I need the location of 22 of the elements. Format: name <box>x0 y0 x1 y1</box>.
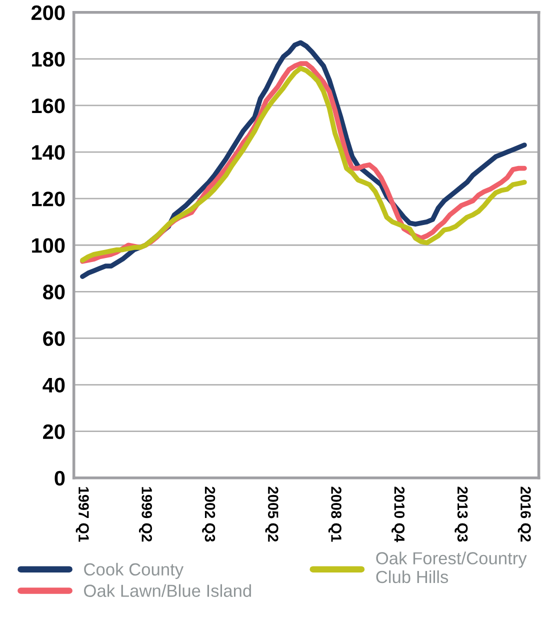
y-tick-label: 0 <box>54 470 65 486</box>
legend-label: Oak Forest/Country Club Hills <box>376 552 527 584</box>
y-tick-label: 80 <box>43 284 65 300</box>
x-tick-label: 1999 Q2 <box>138 487 152 542</box>
legend-label: Cook County <box>84 562 184 580</box>
x-tick-label: 2005 Q2 <box>265 486 278 542</box>
y-tick-label: 60 <box>43 331 65 346</box>
y-tick-label: 200 <box>31 5 65 20</box>
y-tick-label: 40 <box>42 378 65 393</box>
x-tick-label: 2008 Q1 <box>328 486 342 542</box>
y-tick-label: 160 <box>32 98 65 114</box>
y-tick-label: 180 <box>32 52 65 67</box>
x-tick-label: 1997 Q1 <box>76 487 89 542</box>
x-tick-label: 2010 Q4 <box>392 486 405 542</box>
y-tick-label: 20 <box>43 424 65 440</box>
x-tick-label: 2013 Q3 <box>454 486 468 542</box>
x-tick-label: 2016 Q2 <box>518 486 531 542</box>
y-tick-label: 100 <box>32 238 65 253</box>
x-tick-label: 2002 Q3 <box>202 486 216 542</box>
y-tick-label: 140 <box>32 145 65 160</box>
legend-label: Oak Lawn/Blue Island <box>84 584 251 597</box>
y-tick-label: 120 <box>32 192 65 206</box>
